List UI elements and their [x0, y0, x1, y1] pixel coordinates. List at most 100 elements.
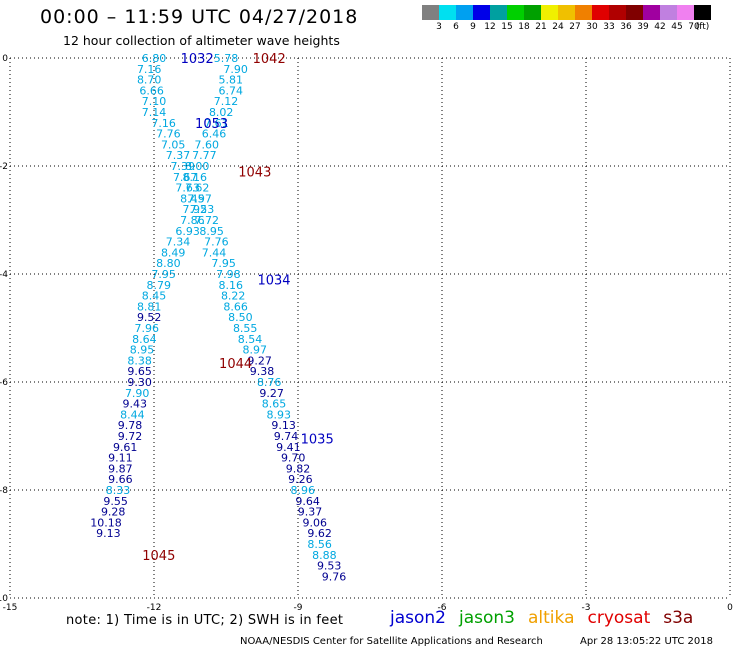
pressure-label: 1053	[195, 117, 228, 132]
wave-height-label: 9.62	[307, 527, 332, 540]
legend-swatch	[592, 5, 609, 20]
wave-height-label: 8.16	[183, 171, 208, 184]
wave-height-label: 9.06	[303, 516, 328, 529]
legend-swatch	[660, 5, 677, 20]
legend-label: 70	[688, 22, 700, 32]
y-tick-label: -2	[0, 162, 8, 172]
pressure-label: 1045	[142, 549, 175, 564]
wave-height-label: 8.64	[132, 333, 157, 346]
wave-height-label: 9.82	[286, 462, 311, 475]
wave-height-label: 9.28	[101, 506, 126, 519]
wave-height-label: 5.81	[219, 74, 244, 87]
legend-swatch	[575, 5, 592, 20]
wave-height-label: 7.98	[216, 268, 241, 281]
legend-label: 3	[436, 22, 442, 32]
wave-height-label: 9.26	[288, 473, 313, 486]
wave-height-label: 8.76	[257, 376, 282, 389]
legend-label: 36	[620, 22, 632, 32]
wave-height-label: 7.63	[175, 182, 200, 195]
y-tick-label: -10	[0, 594, 8, 604]
wave-height-label: 7.16	[151, 117, 176, 130]
wave-height-label: 7.72	[195, 214, 220, 227]
legend-label: 33	[603, 22, 615, 32]
wave-height-label: 7.67	[173, 171, 198, 184]
legend-label: 27	[569, 22, 581, 32]
wave-height-label: 8.79	[147, 279, 172, 292]
wave-height-label: 7.97	[187, 192, 212, 205]
footer-timestamp: Apr 28 13:05:22 UTC 2018	[580, 636, 713, 647]
satellite-s3a: s3a	[663, 608, 694, 628]
wave-height-label: 8.66	[223, 300, 248, 313]
pressure-label: 1034	[257, 273, 290, 288]
x-tick-label: 0	[727, 603, 733, 613]
x-tick-label: -6	[438, 603, 447, 613]
x-tick-label: -12	[147, 603, 162, 613]
wave-height-label: 8.44	[120, 408, 145, 421]
wave-height-label: 10.18	[90, 516, 122, 529]
wave-height-label: 9.61	[113, 441, 138, 454]
x-tick-label: -15	[3, 603, 18, 613]
wave-height-label: 7.90	[223, 63, 248, 76]
wave-height-label: 8.65	[262, 398, 287, 411]
wave-height-label: 7.44	[202, 246, 227, 259]
wave-height-label: 6.80	[142, 52, 167, 65]
pressure-label: 1035	[301, 433, 334, 448]
wave-height-label: 8.33	[106, 484, 131, 497]
legend-label: 15	[501, 22, 513, 32]
wave-height-label: 9.66	[108, 473, 133, 486]
wave-height-label: 6.74	[219, 84, 244, 97]
wave-height-label: 7.34	[166, 236, 191, 249]
legend-swatch	[609, 5, 626, 20]
wave-height-label: 9.53	[317, 560, 342, 573]
pressure-label: 1042	[253, 52, 286, 67]
satellite-altika: altika	[528, 608, 575, 628]
wave-height-label: 9.76	[322, 570, 347, 583]
footer-note: note: 1) Time is in UTC; 2) SWH is in fe…	[66, 613, 344, 628]
wave-height-label: 8.81	[137, 300, 162, 313]
wave-height-label: 9.52	[137, 311, 162, 324]
legend-label: 9	[470, 22, 476, 32]
wave-height-label: 7.76	[156, 128, 181, 141]
wave-height-label: 8.22	[221, 290, 246, 303]
wave-height-label: 8.93	[267, 408, 292, 421]
legend-swatch	[456, 5, 473, 20]
wave-height-label: 8.50	[228, 311, 253, 324]
legend-swatch	[626, 5, 643, 20]
wave-height-label: 9.72	[118, 430, 143, 443]
wave-height-label: 8.02	[209, 106, 234, 119]
legend-label: 42	[654, 22, 666, 32]
wave-height-label: 7.77	[192, 149, 217, 162]
page-subtitle: 12 hour collection of altimeter wave hei…	[63, 33, 340, 48]
wave-height-label: 7.61	[204, 117, 229, 130]
wave-height-label: 9.64	[295, 495, 320, 508]
wave-height-label: 7.92	[183, 203, 208, 216]
wave-height-label: 9.38	[250, 365, 275, 378]
wave-height-label: 8.55	[233, 322, 258, 335]
satellite-cryosat: cryosat	[587, 608, 651, 628]
wave-height-label: 9.70	[281, 452, 306, 465]
page-title: 00:00 – 11:59 UTC 04/27/2018	[40, 6, 359, 28]
pressure-label: 1043	[238, 165, 271, 180]
legend-label: (ft)	[695, 22, 710, 32]
legend-label: 12	[484, 22, 496, 32]
satellite-jason3: jason3	[459, 608, 515, 628]
wave-height-label: 8.70	[137, 74, 162, 87]
wave-height-label: 7.96	[135, 322, 160, 335]
wave-height-label: 6.93	[175, 225, 200, 238]
y-tick-label: -4	[0, 270, 8, 280]
wave-height-label: 9.65	[127, 365, 152, 378]
legend-swatch	[524, 5, 541, 20]
wave-height-label: 8.88	[312, 549, 337, 562]
wave-height-label: 9.78	[118, 419, 143, 432]
legend-swatch	[558, 5, 575, 20]
legend-swatch	[490, 5, 507, 20]
wave-height-label: 6.66	[139, 84, 164, 97]
legend-label: 24	[552, 22, 564, 32]
wave-height-label: 7.39	[171, 160, 196, 173]
satellite-jason2: jason2	[390, 608, 446, 628]
wave-height-label: 7.14	[142, 106, 167, 119]
legend-swatch	[422, 5, 439, 20]
legend-label: 30	[586, 22, 598, 32]
wave-height-label: 8.49	[161, 246, 186, 259]
wave-height-label: 7.10	[142, 95, 167, 108]
